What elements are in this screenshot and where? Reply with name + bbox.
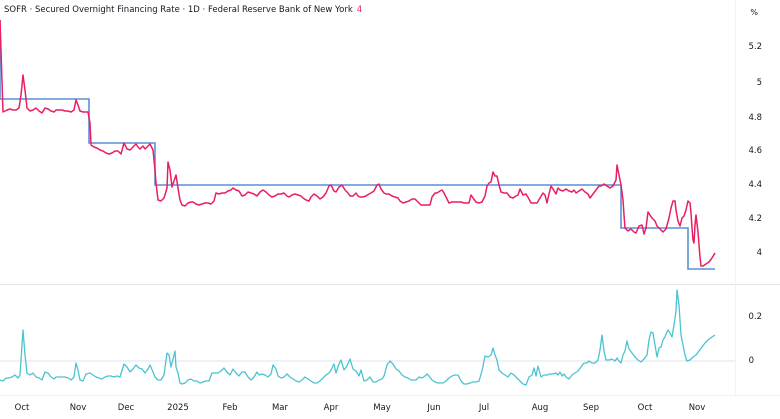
price-tick: 4.2 bbox=[748, 214, 762, 224]
time-tick: May bbox=[373, 403, 391, 413]
sofr-line bbox=[0, 19, 716, 267]
price-axis[interactable]: % bbox=[736, 0, 780, 284]
indicator-tick: 0.2 bbox=[748, 312, 762, 322]
time-tick: Feb bbox=[222, 403, 238, 413]
price-tick: 5 bbox=[756, 78, 762, 88]
price-tick: 4 bbox=[756, 248, 762, 258]
target-rate-line bbox=[0, 20, 715, 270]
main-chart-svg bbox=[0, 19, 716, 270]
time-tick: Nov bbox=[688, 403, 706, 413]
time-tick: Dec bbox=[117, 403, 135, 413]
series-title: SOFR · Secured Overnight Financing Rate … bbox=[4, 5, 353, 15]
time-tick: Oct bbox=[637, 403, 653, 413]
time-tick: Mar bbox=[271, 403, 289, 413]
time-tick: Apr bbox=[323, 403, 339, 413]
chart-title: SOFR · Secured Overnight Financing Rate … bbox=[4, 5, 362, 15]
price-tick: 4.4 bbox=[748, 180, 762, 190]
time-tick: Oct bbox=[14, 403, 30, 413]
indicator-chart-svg bbox=[0, 289, 735, 386]
time-tick: Jun bbox=[427, 403, 441, 413]
price-tick: 5.2 bbox=[748, 42, 762, 52]
pane-divider[interactable] bbox=[0, 284, 780, 285]
time-tick: Sep bbox=[582, 403, 600, 413]
price-axis-border bbox=[735, 0, 736, 395]
price-tick: 4.8 bbox=[748, 113, 762, 123]
unit-label: % bbox=[750, 8, 758, 17]
indicator-tick: 0 bbox=[748, 356, 754, 366]
series-value-badge: 4 bbox=[356, 5, 363, 15]
time-axis[interactable] bbox=[0, 396, 735, 419]
time-tick: Jul bbox=[478, 403, 490, 413]
indicator-pane[interactable] bbox=[0, 285, 735, 395]
main-pane[interactable] bbox=[0, 0, 735, 284]
time-tick: Nov bbox=[69, 403, 87, 413]
spread-line bbox=[0, 289, 716, 386]
price-tick: 4.6 bbox=[748, 146, 762, 156]
time-tick: 2025 bbox=[167, 403, 189, 413]
indicator-axis[interactable] bbox=[736, 285, 780, 395]
time-tick: Aug bbox=[531, 403, 549, 413]
time-axis-border bbox=[0, 395, 780, 396]
